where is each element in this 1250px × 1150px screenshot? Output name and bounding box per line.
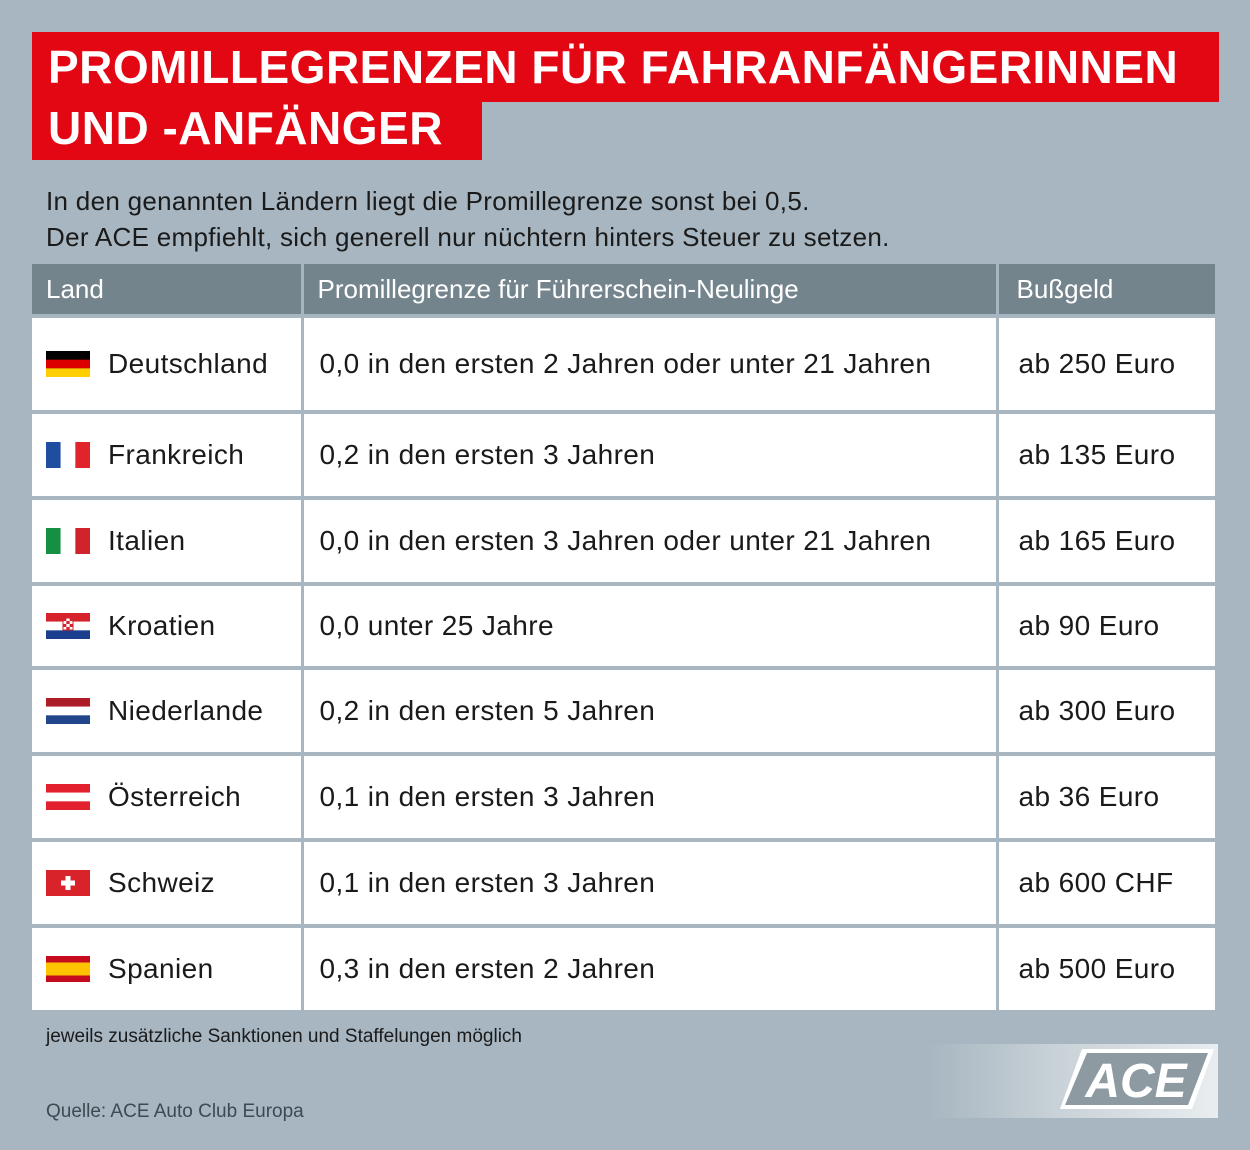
table-row: Deutschland 0,0 in den ersten 2 Jahren od…	[32, 316, 1215, 414]
germany-flag-icon	[46, 351, 90, 377]
cell-promillegrenze: 0,1 in den ersten 3 Jahren	[302, 754, 999, 842]
footnote: jeweils zusätzliche Sanktionen und Staff…	[46, 1026, 523, 1047]
cell-bussgeld: ab 36 Euro	[997, 754, 1215, 842]
table-row: Schweiz 0,1 in den ersten 3 Jahren ab 600 …	[32, 840, 1215, 928]
cell-promillegrenze: 0,3 in den ersten 2 Jahren	[302, 926, 999, 1014]
cell-land: Kroatien	[32, 584, 304, 670]
cell-land: Deutschland	[32, 316, 304, 414]
header-land: Land	[32, 264, 304, 318]
ace-logo-text: ACE	[1084, 1055, 1188, 1108]
country-name: Frankreich	[108, 439, 245, 470]
cell-land: Frankreich	[32, 412, 304, 500]
page-title-line-2: UND -ANFÄNGER	[32, 100, 482, 160]
intro-text: In den genannten Ländern liegt die Promi…	[46, 183, 890, 255]
country-name: Niederlande	[108, 695, 264, 726]
country-name: Kroatien	[108, 610, 216, 641]
cell-promillegrenze: 0,0 in den ersten 2 Jahren oder unter 21…	[302, 316, 999, 414]
table-row: Niederlande 0,2 in den ersten 5 Jahren ab …	[32, 668, 1215, 756]
cell-land: Spanien	[32, 926, 304, 1014]
source-note: Quelle: ACE Auto Club Europa	[46, 1101, 304, 1122]
cell-bussgeld: ab 250 Euro	[997, 316, 1215, 414]
cell-bussgeld: ab 135 Euro	[997, 412, 1215, 500]
france-flag-icon	[46, 442, 90, 468]
cell-promillegrenze: 0,2 in den ersten 5 Jahren	[302, 668, 999, 756]
header-promillegrenze: Promillegrenze für Führerschein-Neulinge	[302, 264, 999, 318]
page-title-line-1: PROMILLEGRENZEN FÜR FAHRANFÄNGERINNEN	[32, 32, 1219, 102]
intro-line-2: Der ACE empfiehlt, sich generell nur nüc…	[46, 222, 890, 252]
cell-bussgeld: ab 300 Euro	[997, 668, 1215, 756]
header-bussgeld: Bußgeld	[997, 264, 1215, 318]
table-row: Kroatien 0,0 unter 25 Jahre ab 90 Euro	[32, 584, 1215, 670]
cell-land: Österreich	[32, 754, 304, 842]
table-row: Frankreich 0,2 in den ersten 3 Jahren ab 1…	[32, 412, 1215, 500]
promille-table: Land Promillegrenze für Führerschein-Neu…	[32, 264, 1215, 1014]
cell-land: Niederlande	[32, 668, 304, 756]
table-row: Spanien 0,3 in den ersten 2 Jahren ab 500 …	[32, 926, 1215, 1014]
table-header-row: Land Promillegrenze für Führerschein-Neu…	[32, 264, 1215, 318]
netherlands-flag-icon	[46, 698, 90, 724]
table-row: Italien 0,0 in den ersten 3 Jahren oder u…	[32, 498, 1215, 586]
ace-logo: ACE	[1060, 1049, 1214, 1109]
switzerland-flag-icon	[46, 870, 90, 896]
intro-line-1: In den genannten Ländern liegt die Promi…	[46, 186, 810, 216]
austria-flag-icon	[46, 784, 90, 810]
croatia-flag-icon	[46, 613, 90, 639]
country-name: Österreich	[108, 781, 242, 812]
country-name: Italien	[108, 525, 186, 556]
cell-bussgeld: ab 165 Euro	[997, 498, 1215, 586]
italy-flag-icon	[46, 528, 90, 554]
spain-flag-icon	[46, 956, 90, 982]
cell-bussgeld: ab 600 CHF	[997, 840, 1215, 928]
cell-land: Schweiz	[32, 840, 304, 928]
country-name: Deutschland	[108, 348, 269, 379]
table-row: Österreich 0,1 in den ersten 3 Jahren ab 3…	[32, 754, 1215, 842]
country-name: Spanien	[108, 953, 214, 984]
country-name: Schweiz	[108, 867, 216, 898]
cell-promillegrenze: 0,2 in den ersten 3 Jahren	[302, 412, 999, 500]
cell-promillegrenze: 0,0 in den ersten 3 Jahren oder unter 21…	[302, 498, 999, 586]
cell-bussgeld: ab 90 Euro	[997, 584, 1215, 670]
cell-land: Italien	[32, 498, 304, 586]
cell-bussgeld: ab 500 Euro	[997, 926, 1215, 1014]
cell-promillegrenze: 0,0 unter 25 Jahre	[302, 584, 999, 670]
cell-promillegrenze: 0,1 in den ersten 3 Jahren	[302, 840, 999, 928]
